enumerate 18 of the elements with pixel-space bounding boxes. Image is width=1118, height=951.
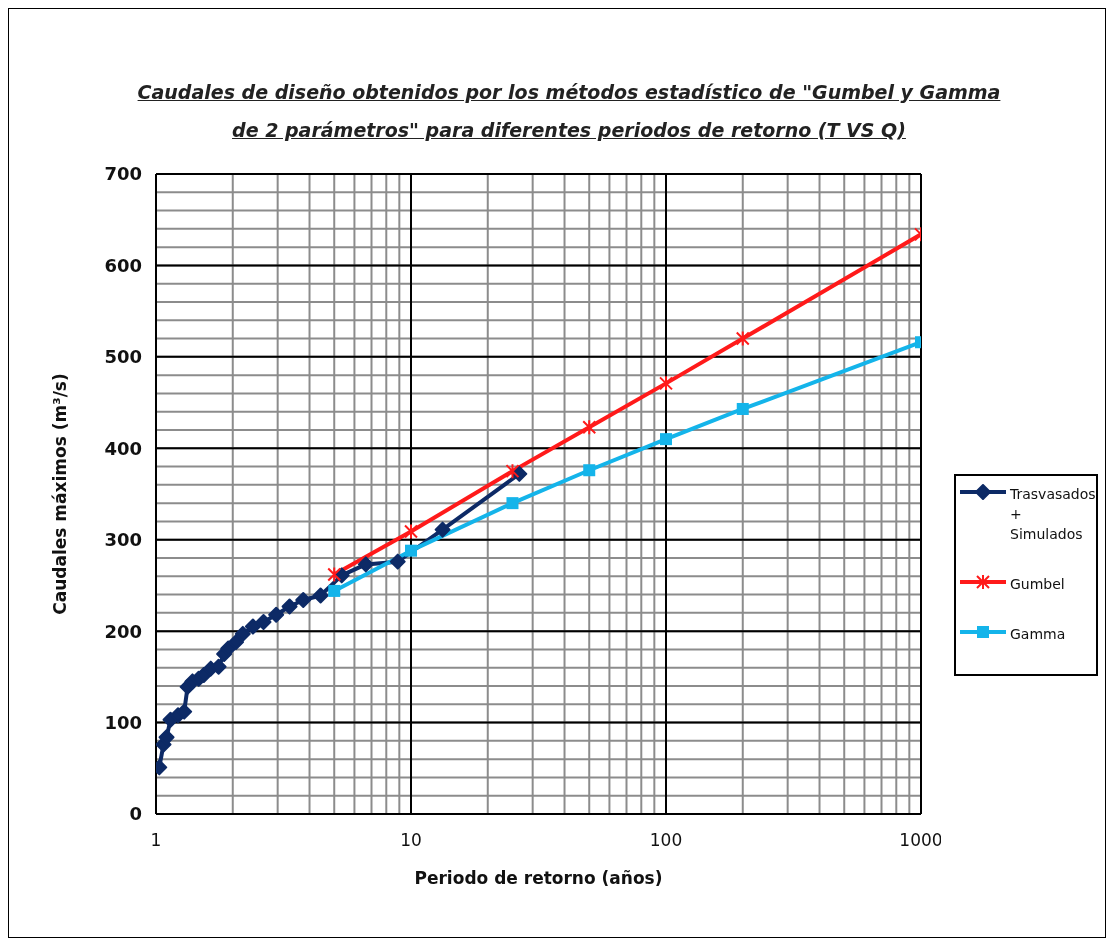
y-tick-label: 400	[104, 437, 142, 459]
x-tick-label: 1000	[899, 830, 943, 851]
legend-label: Gamma	[1010, 625, 1066, 644]
y-tick-label: 600	[104, 254, 142, 276]
y-tick-label: 300	[104, 529, 142, 551]
x-tick-label: 1	[150, 830, 162, 851]
legend-label: Trasvasados + Simulados	[1010, 485, 1096, 544]
x-tick-label: 10	[400, 830, 422, 851]
x-tick-label: 100	[649, 830, 683, 851]
chart-title: Caudales de diseño obtenidos por los métodos estadístico de "Gumbel y Gamma de 2 parámetros" para diferentes periodos de retorno (T VS Q)	[136, 80, 1002, 143]
legend-label: Gumbel	[1010, 575, 1065, 594]
y-tick-label: 0	[129, 803, 142, 825]
y-tick-label: 200	[104, 620, 142, 642]
y-tick-label: 500	[104, 346, 142, 368]
y-tick-label: 700	[104, 163, 142, 185]
y-axis-title: Caudales máximos (m³/s)	[50, 373, 71, 615]
x-axis-title: Periodo de retorno (años)	[414, 868, 663, 888]
y-tick-label: 100	[104, 711, 142, 733]
